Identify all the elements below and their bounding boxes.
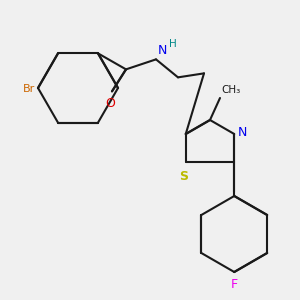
Text: N: N: [238, 125, 248, 139]
Text: H: H: [169, 39, 177, 50]
Text: F: F: [231, 278, 238, 291]
Text: N: N: [158, 44, 167, 57]
Text: CH₃: CH₃: [221, 85, 240, 95]
Text: O: O: [105, 98, 115, 110]
Text: Br: Br: [23, 84, 35, 94]
Text: S: S: [179, 170, 188, 183]
